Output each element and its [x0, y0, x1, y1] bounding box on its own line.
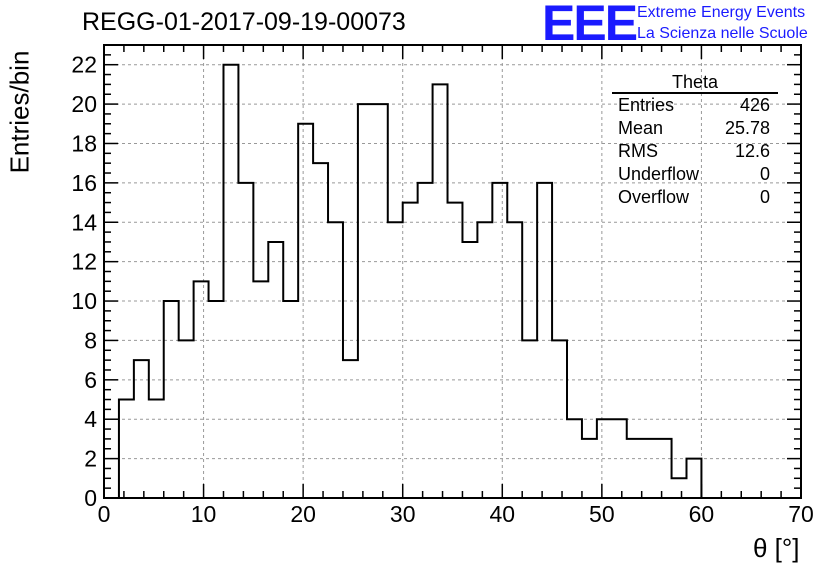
stats-row-entries: Entries 426 — [610, 94, 778, 117]
stats-row-overflow: Overflow 0 — [610, 186, 778, 209]
stats-row-mean: Mean 25.78 — [610, 117, 778, 140]
x-tick-label: 70 — [788, 501, 814, 527]
stats-value: 0 — [759, 164, 770, 184]
stats-box: Theta Entries 426 Mean 25.78 RMS 12.6 Un… — [610, 72, 778, 209]
logo-line-2: La Scienza nelle Scuole — [637, 25, 808, 42]
x-tick-label: 10 — [191, 501, 217, 527]
x-tick-label: 50 — [589, 501, 615, 527]
x-tick-label: 0 — [98, 501, 111, 527]
stats-label: Underflow — [618, 164, 700, 184]
grid-lines — [104, 45, 801, 498]
x-axis-label: θ [°] — [753, 533, 800, 563]
tick-labels: 0 10 20 30 40 50 60 70 0 2 4 6 8 10 12 14 16 18 20 22 — [71, 52, 813, 527]
y-tick-label: 6 — [84, 367, 97, 393]
stats-value: 0 — [759, 187, 770, 207]
stats-row-underflow: Underflow 0 — [610, 163, 778, 186]
x-tick-label: 40 — [489, 501, 515, 527]
y-tick-label: 10 — [71, 288, 97, 314]
stats-row-rms: RMS 12.6 — [610, 140, 778, 163]
stats-label: Overflow — [618, 187, 690, 207]
stats-label: Mean — [618, 118, 664, 138]
stats-value: 426 — [739, 95, 770, 115]
y-tick-label: 4 — [84, 406, 97, 432]
y-tick-label: 8 — [84, 327, 97, 353]
axis-ticks — [103, 44, 802, 499]
logo-line-1: Extreme Energy Events — [637, 4, 806, 21]
y-tick-label: 18 — [71, 130, 97, 156]
y-tick-label: 0 — [84, 485, 97, 511]
y-tick-label: 2 — [84, 446, 97, 472]
y-tick-label: 20 — [71, 91, 97, 117]
y-tick-label: 12 — [71, 249, 97, 275]
y-tick-label: 14 — [71, 209, 97, 235]
y-tick-label: 16 — [71, 170, 97, 196]
x-tick-label: 60 — [689, 501, 715, 527]
y-axis-label: Entries/bin — [4, 50, 35, 174]
stats-label: RMS — [618, 141, 658, 161]
stats-value: 12.6 — [734, 141, 770, 161]
x-tick-label: 30 — [390, 501, 416, 527]
stats-label: Entries — [618, 95, 675, 115]
x-tick-label: 20 — [290, 501, 316, 527]
stats-title: Theta — [612, 72, 778, 94]
chart-title: REGG-01-2017-09-19-00073 — [82, 8, 406, 36]
y-tick-label: 22 — [71, 52, 97, 78]
eee-logo: EEE — [542, 0, 638, 51]
stats-value: 25.78 — [724, 118, 770, 138]
histogram-line — [117, 63, 717, 499]
